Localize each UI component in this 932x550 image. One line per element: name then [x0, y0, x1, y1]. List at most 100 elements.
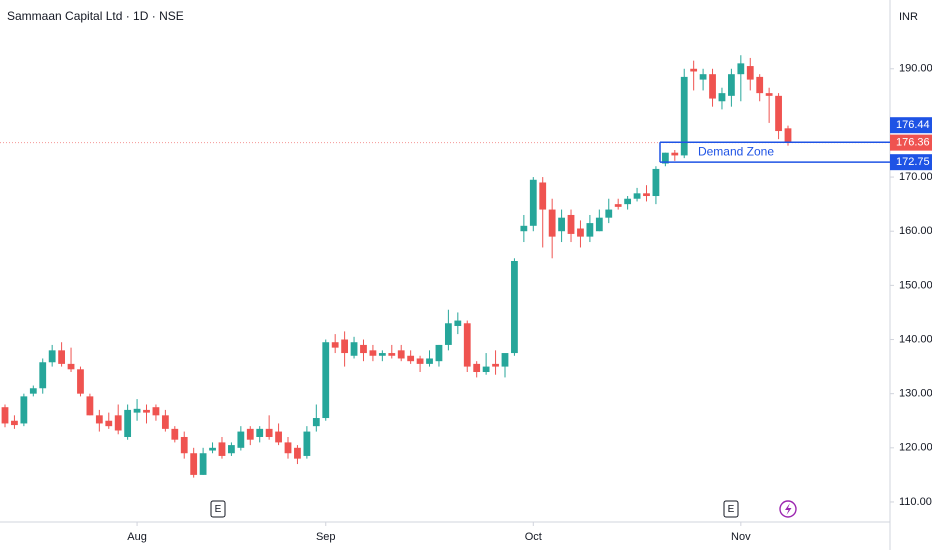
candle-body	[48, 350, 56, 363]
candle-body	[765, 93, 773, 96]
candle-body	[746, 66, 754, 80]
candle-body	[388, 353, 396, 356]
candle-body	[228, 445, 235, 454]
candle-body	[20, 396, 28, 424]
candle-body	[473, 363, 481, 373]
candle-body	[143, 409, 150, 413]
price-tag	[890, 154, 932, 171]
candle-body	[463, 323, 471, 367]
candle-body	[369, 350, 377, 356]
x-tick-label: Oct	[525, 531, 542, 543]
y-tick-label: 130.00	[899, 388, 932, 400]
candle-body	[548, 209, 556, 237]
candle-body	[501, 353, 509, 367]
candle-body	[237, 431, 245, 448]
candle-body	[180, 436, 188, 454]
candle-body	[567, 214, 575, 234]
candle-body	[520, 225, 528, 232]
y-tick-label: 140.00	[899, 333, 932, 345]
candle-body	[312, 418, 320, 427]
candle-body	[350, 342, 358, 356]
candle-body	[275, 431, 282, 443]
candle-body	[680, 76, 688, 156]
candle-body	[114, 415, 122, 431]
candle-body	[444, 323, 452, 345]
candle-body	[624, 198, 632, 205]
x-tick-label: Aug	[127, 531, 147, 543]
candle-body	[265, 428, 273, 437]
price-tag-label: 176.44	[896, 119, 930, 131]
candle-body	[397, 350, 405, 359]
candle-body	[614, 204, 622, 207]
candle-body	[633, 193, 641, 199]
y-tick-label: 170.00	[899, 171, 932, 183]
candle-body	[341, 339, 349, 354]
candle-body	[199, 453, 207, 475]
y-tick-label: 110.00	[899, 496, 932, 508]
candle-body	[86, 396, 94, 416]
candle-body	[331, 342, 339, 348]
candle-body	[416, 358, 424, 364]
candle-body	[124, 409, 132, 437]
price-tag	[890, 134, 932, 151]
event-marker	[723, 500, 739, 518]
event-label: E	[215, 504, 222, 515]
candle-body	[586, 223, 594, 237]
candle-body	[482, 366, 490, 373]
candle-body	[11, 420, 18, 426]
candle-body	[605, 209, 613, 218]
candle-body	[671, 152, 679, 156]
candle-body	[539, 182, 547, 210]
candle-body	[435, 344, 443, 362]
candle-body	[492, 363, 499, 367]
candle-body	[728, 74, 735, 96]
y-tick-label: 150.00	[899, 279, 932, 291]
candle-body	[190, 453, 198, 475]
candle-body	[58, 350, 65, 364]
candle-body	[67, 363, 75, 370]
candle-body	[360, 344, 367, 354]
candle-body	[529, 179, 537, 226]
x-tick-label: Sep	[316, 531, 336, 543]
x-tick-label: Nov	[731, 531, 751, 543]
candle-body	[152, 407, 160, 416]
candle-body	[577, 228, 584, 237]
candle-body	[426, 358, 433, 364]
candle-body	[294, 447, 301, 459]
candle-body	[661, 152, 669, 164]
price-tag	[890, 117, 932, 134]
candle-body	[218, 442, 226, 456]
candle-body	[322, 342, 330, 419]
candle-body	[784, 128, 792, 143]
event-label: E	[728, 504, 735, 515]
candle-body	[775, 95, 782, 132]
price-tag-label: 176.36	[896, 137, 930, 149]
candle-body	[699, 74, 707, 80]
candle-body	[643, 193, 650, 197]
candle-body	[303, 431, 311, 456]
candle-body	[718, 93, 726, 102]
price-tag-label: 172.75	[896, 156, 930, 168]
currency: INR	[899, 11, 918, 23]
candle-body	[407, 355, 415, 362]
candle-body	[652, 168, 660, 197]
zone-label: Demand Zone	[698, 144, 774, 158]
candle-body	[737, 63, 745, 75]
candle-body	[246, 428, 254, 440]
candle-body	[29, 388, 37, 394]
event-marker	[210, 500, 226, 518]
candle-body	[454, 320, 462, 326]
candle-body	[95, 415, 103, 424]
y-tick-label: 190.00	[899, 63, 932, 75]
alert-bolt	[785, 503, 792, 515]
y-tick-label: 160.00	[899, 225, 932, 237]
candle-body	[39, 362, 47, 389]
candle-body	[77, 369, 84, 394]
candle-body	[284, 442, 292, 454]
chart-title: Sammaan Capital Ltd · 1D · NSE	[7, 9, 184, 23]
candle-body	[511, 261, 518, 354]
candle-body	[709, 74, 716, 99]
candle-body	[378, 353, 386, 356]
